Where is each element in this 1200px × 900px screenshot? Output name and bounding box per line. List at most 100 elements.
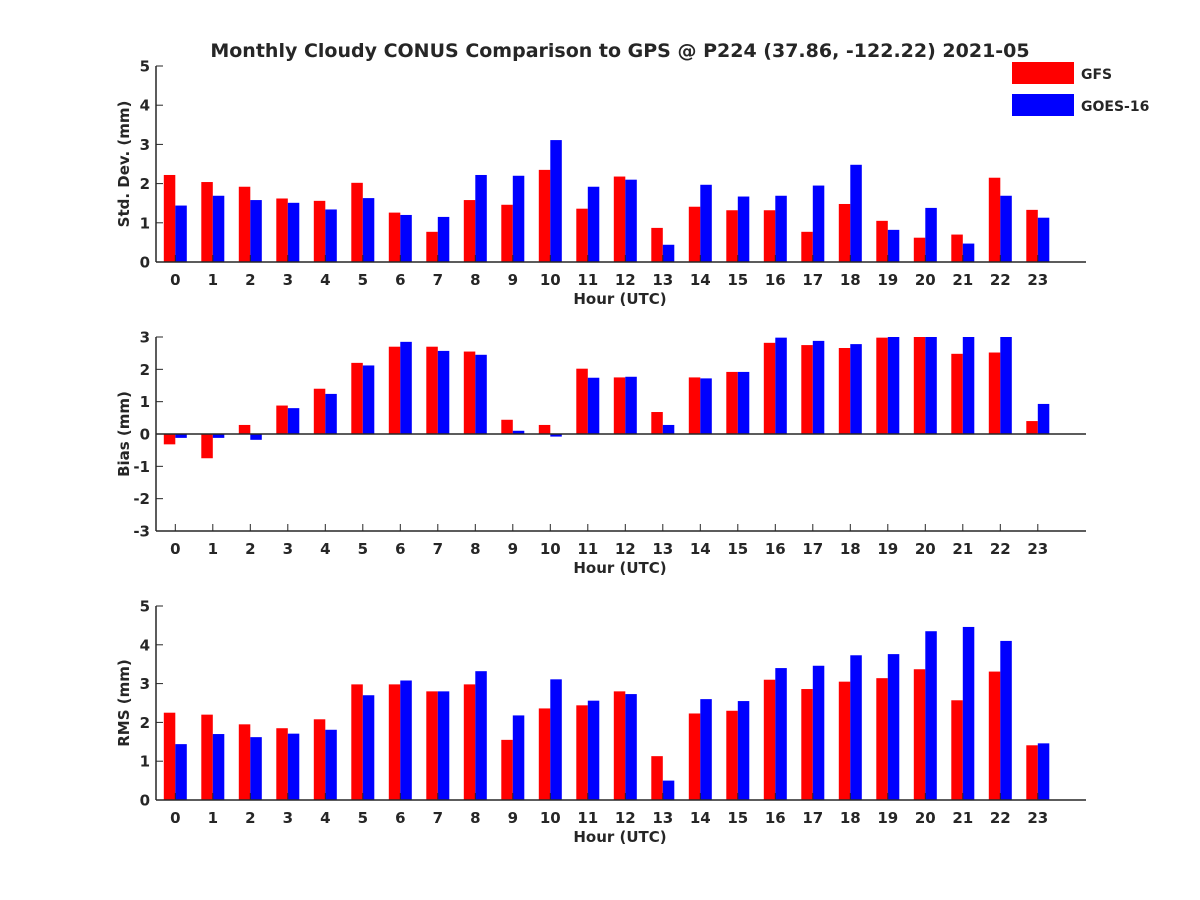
bar-gfs-hour-1	[201, 714, 213, 800]
bar-gfs-hour-18	[838, 203, 851, 262]
x-tick-label: 13	[652, 540, 673, 558]
bar-goes16-hour-0	[175, 744, 187, 800]
bar-gfs-hour-3	[276, 405, 288, 434]
x-tick-label: 17	[802, 809, 823, 827]
bar-goes16-hour-12	[625, 694, 637, 800]
bar-goes16-hour-8	[475, 671, 487, 800]
bar-goes16-hour-17	[812, 340, 825, 434]
bar-gfs-hour-22	[988, 177, 1001, 262]
x-tick-label: 13	[652, 809, 673, 827]
bar-gfs-hour-21	[951, 700, 963, 800]
bar-goes16-hour-6	[400, 341, 412, 434]
x-tick-label: 6	[395, 809, 405, 827]
x-tick-label: 2	[245, 271, 255, 289]
bar-goes16-hour-16	[775, 195, 787, 262]
chart-title: Monthly Cloudy CONUS Comparison to GPS @…	[210, 40, 1029, 62]
x-tick-label: 10	[540, 271, 561, 289]
bar-gfs-hour-14	[688, 713, 701, 800]
bar-gfs-hour-10	[538, 424, 551, 434]
x-tick-label: 11	[577, 540, 598, 558]
bar-goes16-hour-8	[475, 354, 487, 434]
legend: GFS GOES-16	[1012, 62, 1149, 116]
bar-gfs-hour-18	[838, 347, 851, 434]
x-tick-label: 3	[283, 540, 293, 558]
bar-goes16-hour-19	[887, 654, 900, 800]
x-tick-label: 18	[840, 809, 861, 827]
bar-goes16-hour-18	[850, 655, 862, 800]
x-tick-label: 9	[508, 540, 518, 558]
bar-gfs-hour-17	[801, 689, 813, 800]
y-tick-label: 3	[140, 136, 150, 154]
x-axis-label: Hour (UTC)	[573, 559, 666, 577]
y-tick-label: 2	[140, 361, 150, 379]
legend-swatch-goes16	[1012, 94, 1074, 116]
x-tick-label: 8	[470, 540, 480, 558]
bar-goes16-hour-1	[212, 434, 225, 438]
bar-gfs-hour-1	[201, 434, 213, 459]
x-tick-label: 22	[990, 540, 1011, 558]
y-tick-label: 4	[140, 97, 150, 115]
y-tick-label: 0	[140, 254, 150, 272]
bar-goes16-hour-7	[437, 216, 450, 262]
bar-gfs-hour-15	[726, 371, 738, 434]
x-tick-label: 20	[915, 540, 936, 558]
y-tick-label: 3	[140, 329, 150, 347]
bar-gfs-hour-16	[763, 342, 776, 434]
bar-gfs-hour-3	[276, 198, 288, 262]
bar-gfs-hour-19	[876, 678, 888, 800]
bar-gfs-hour-11	[576, 368, 588, 434]
x-tick-label: 3	[283, 809, 293, 827]
x-tick-label: 7	[433, 540, 443, 558]
x-tick-label: 18	[840, 271, 861, 289]
x-tick-label: 13	[652, 271, 673, 289]
x-tick-label: 10	[540, 809, 561, 827]
x-tick-label: 11	[577, 809, 598, 827]
bar-goes16-hour-14	[700, 378, 712, 434]
bar-gfs-hour-11	[576, 705, 588, 800]
bar-goes16-hour-9	[512, 175, 525, 262]
bar-goes16-hour-5	[362, 365, 375, 434]
bar-goes16-hour-9	[512, 430, 525, 434]
x-tick-label: 6	[395, 271, 405, 289]
bar-gfs-hour-13	[651, 756, 663, 800]
bar-gfs-hour-5	[351, 362, 363, 434]
x-tick-label: 22	[990, 271, 1011, 289]
x-tick-label: 4	[320, 540, 330, 558]
bar-gfs-hour-16	[763, 679, 776, 800]
bar-gfs-hour-12	[613, 377, 626, 434]
bar-goes16-hour-16	[775, 337, 787, 434]
bar-goes16-hour-9	[512, 715, 525, 800]
y-tick-label: 2	[140, 175, 150, 193]
bar-gfs-hour-14	[688, 206, 701, 262]
bar-gfs-hour-16	[763, 210, 776, 262]
y-axis-label: Bias (mm)	[115, 391, 133, 477]
bar-goes16-hour-12	[625, 376, 637, 434]
x-tick-label: 1	[208, 809, 218, 827]
bar-goes16-hour-13	[662, 424, 675, 434]
bar-gfs-hour-4	[313, 388, 326, 434]
bar-goes16-hour-8	[475, 174, 487, 262]
y-tick-label: 1	[140, 753, 150, 771]
bar-goes16-hour-11	[587, 186, 600, 262]
bar-goes16-hour-22	[1000, 195, 1012, 262]
bar-goes16-hour-2	[250, 200, 262, 262]
bar-gfs-hour-3	[276, 728, 288, 800]
bar-goes16-hour-4	[325, 729, 337, 800]
x-tick-label: 8	[470, 809, 480, 827]
y-tick-label: 4	[140, 636, 150, 654]
bar-gfs-hour-8	[463, 351, 476, 434]
bar-gfs-hour-10	[538, 169, 551, 262]
bar-gfs-hour-0	[163, 712, 176, 800]
x-tick-label: 7	[433, 271, 443, 289]
bar-goes16-hour-10	[550, 140, 562, 262]
x-tick-label: 0	[170, 809, 180, 827]
bar-goes16-hour-20	[925, 207, 937, 262]
bar-gfs-hour-20	[913, 337, 926, 434]
bar-goes16-hour-15	[737, 196, 750, 262]
bar-goes16-hour-0	[175, 434, 187, 438]
bar-gfs-hour-8	[463, 200, 476, 262]
